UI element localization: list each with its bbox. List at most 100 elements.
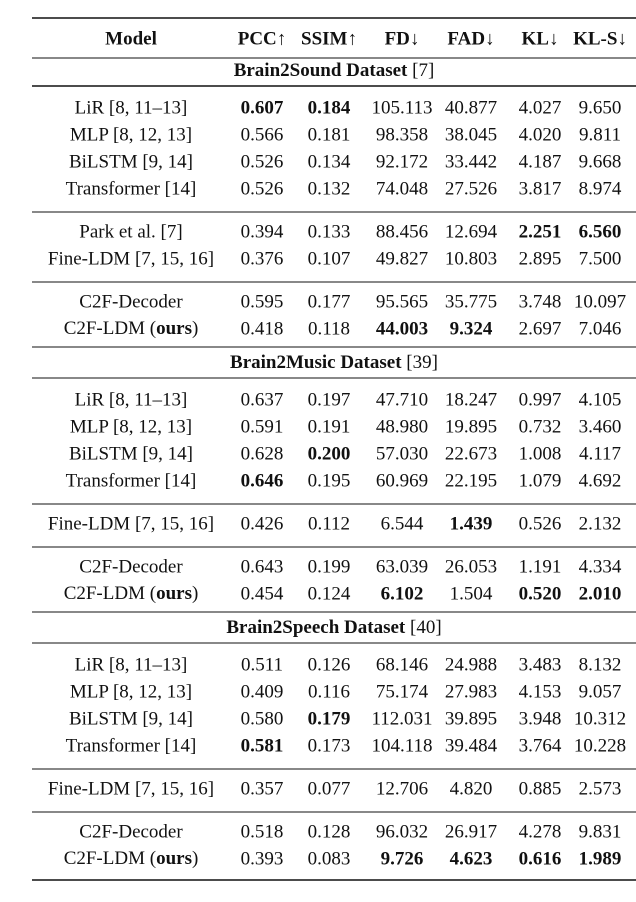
cell: 0.628 [241, 443, 284, 464]
model-name: C2F-Decoder [79, 821, 183, 842]
model-part: ) [192, 318, 198, 339]
section-title: Brain2Sound Dataset [7] [234, 60, 435, 81]
cell: 0.591 [241, 416, 284, 437]
cell: 0.357 [241, 778, 284, 799]
model-name: MLP [8, 12, 13] [70, 416, 192, 437]
cell: 8.974 [579, 178, 622, 199]
cell: 4.020 [519, 124, 562, 145]
cell: 9.831 [579, 821, 622, 842]
cell: 0.393 [241, 848, 284, 869]
cell: 22.195 [445, 470, 497, 491]
cell: 7.046 [579, 318, 622, 339]
cell: 0.581 [241, 735, 284, 756]
model-name: C2F-LDM (ours) [64, 318, 199, 339]
cell: 39.895 [445, 708, 497, 729]
cell: 0.511 [241, 654, 283, 675]
cell: 39.484 [445, 735, 498, 756]
cell: 0.526 [241, 151, 284, 172]
cell: 1.079 [519, 470, 562, 491]
cell: 0.580 [241, 708, 284, 729]
model-name: C2F-LDM (ours) [64, 848, 199, 869]
cell: 0.112 [308, 513, 350, 534]
cell: 98.358 [376, 124, 428, 145]
cell: 4.334 [579, 556, 622, 577]
cell: 3.764 [519, 735, 562, 756]
section-title: Brain2Speech Dataset [40] [226, 617, 441, 638]
model-part: C2F-LDM ( [64, 318, 156, 339]
cell: 63.039 [376, 556, 428, 577]
column-header: SSIM↑ [301, 28, 357, 49]
cell: 68.146 [376, 654, 428, 675]
cell: 0.132 [308, 178, 351, 199]
cell: 0.124 [308, 583, 351, 604]
cell: 0.134 [308, 151, 351, 172]
model-name: MLP [8, 12, 13] [70, 124, 192, 145]
column-header: PCC↑ [238, 28, 287, 49]
cell: 0.179 [308, 708, 351, 729]
cell: 75.174 [376, 681, 429, 702]
cell: 6.560 [579, 221, 622, 242]
cell: 12.694 [445, 221, 498, 242]
cell: 0.426 [241, 513, 284, 534]
cell: 6.544 [381, 513, 424, 534]
section-name: Brain2Speech Dataset [226, 617, 406, 638]
cell: 0.616 [519, 848, 562, 869]
cell: 18.247 [445, 389, 497, 410]
cell: 2.010 [579, 583, 622, 604]
section-title: Brain2Music Dataset [39] [230, 352, 438, 373]
cell: 12.706 [376, 778, 428, 799]
cell: 0.077 [308, 778, 351, 799]
cell: 4.105 [579, 389, 622, 410]
cell: 27.526 [445, 178, 497, 199]
model-name: LiR [8, 11–13] [75, 389, 188, 410]
model-part: ) [192, 848, 198, 869]
cell: 26.053 [445, 556, 497, 577]
cell: 4.623 [450, 848, 493, 869]
cell: 0.526 [519, 513, 562, 534]
cell: 3.483 [519, 654, 562, 675]
cell: 2.895 [519, 248, 562, 269]
model-name: Fine-LDM [7, 15, 16] [48, 778, 214, 799]
cell: 0.637 [241, 389, 284, 410]
model-name: Park et al. [7] [79, 221, 182, 242]
cell: 2.132 [579, 513, 622, 534]
cell: 0.177 [308, 291, 351, 312]
cell: 0.566 [241, 124, 284, 145]
cell: 0.595 [241, 291, 284, 312]
cell: 19.895 [445, 416, 497, 437]
cell: 7.500 [579, 248, 622, 269]
cell: 0.454 [241, 583, 284, 604]
cell: 9.057 [579, 681, 622, 702]
cell: 47.710 [376, 389, 428, 410]
cell: 0.184 [308, 97, 351, 118]
cell: 4.692 [579, 470, 622, 491]
section-name: Brain2Music Dataset [230, 352, 402, 373]
model-name: C2F-Decoder [79, 291, 183, 312]
model-part: ) [192, 583, 198, 604]
cell: 0.200 [308, 443, 351, 464]
section-ref: [40] [410, 617, 442, 638]
cell: 0.526 [241, 178, 284, 199]
cell: 10.097 [574, 291, 626, 312]
column-header: FD↓ [385, 28, 420, 49]
cell: 0.394 [241, 221, 284, 242]
cell: 4.117 [579, 443, 621, 464]
cell: 105.113 [371, 97, 432, 118]
cell: 4.820 [450, 778, 493, 799]
cell: 24.988 [445, 654, 497, 675]
cell: 0.173 [308, 735, 351, 756]
model-name: BiLSTM [9, 14] [69, 443, 193, 464]
cell: 0.118 [308, 318, 350, 339]
model-part: C2F-LDM ( [64, 583, 156, 604]
cell: 2.697 [519, 318, 562, 339]
section-name: Brain2Sound Dataset [234, 60, 408, 81]
cell: 0.409 [241, 681, 284, 702]
cell: 1.191 [519, 556, 562, 577]
cell: 4.153 [519, 681, 562, 702]
cell: 0.376 [241, 248, 284, 269]
column-header: KL↓ [522, 28, 559, 49]
cell: 0.126 [308, 654, 351, 675]
column-header: Model [105, 28, 157, 49]
cell: 9.668 [579, 151, 622, 172]
cell: 88.456 [376, 221, 428, 242]
